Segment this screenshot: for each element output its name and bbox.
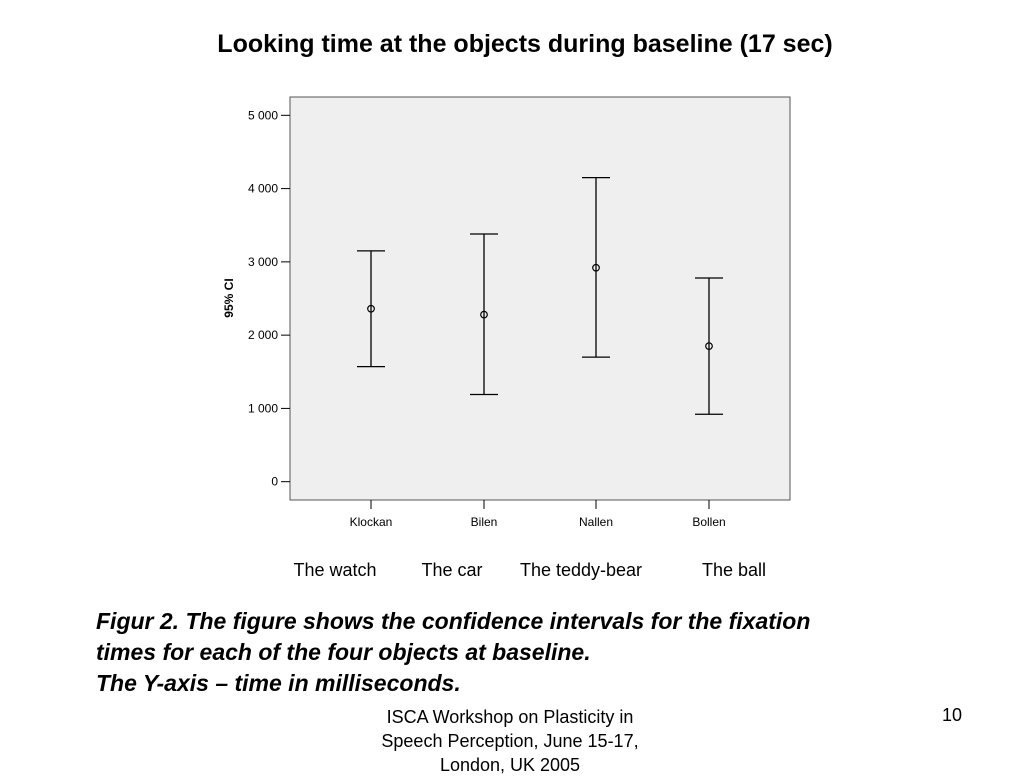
footer-line: Speech Perception, June 15-17, (381, 731, 639, 751)
category-label-watch: The watch (293, 560, 377, 580)
mean-marker (367, 304, 375, 313)
caption-line: The Y-axis – time in milliseconds. (96, 670, 461, 696)
x-tick-label: Nallen (579, 515, 613, 529)
category-label-teddy-bear: The teddy-bear (519, 560, 643, 580)
caption-line: times for each of the four objects at ba… (96, 639, 591, 665)
y-tick-label: 3 000 (248, 255, 278, 269)
y-tick-label: 1 000 (248, 401, 278, 415)
y-tick-label: 0 (271, 475, 278, 489)
slide-title: Looking time at the objects during basel… (217, 30, 833, 58)
page-number: 10 (941, 705, 962, 725)
y-tick-label: 2 000 (248, 328, 278, 342)
mean-marker (480, 310, 488, 319)
y-axis-title: 95% CI (222, 278, 236, 317)
x-tick-label: Bilen (471, 515, 498, 529)
footer-line: ISCA Workshop on Plasticity in (386, 707, 634, 727)
footer-line: London, UK 2005 (439, 755, 581, 775)
plot-area (289, 96, 791, 501)
caption-line: Figur 2. The figure shows the confidence… (96, 608, 811, 634)
x-tick-label: Bollen (692, 515, 725, 529)
mean-marker (705, 342, 713, 351)
category-label-ball: The ball (701, 560, 767, 580)
figure-caption: Figur 2. The figure shows the confidence… (96, 606, 926, 699)
footer-text: ISCA Workshop on Plasticity in Speech Pe… (345, 705, 675, 777)
x-tick-label: Klockan (350, 515, 393, 529)
category-label-car: The car (421, 560, 483, 580)
y-tick-label: 4 000 (248, 182, 278, 196)
y-tick-label: 5 000 (248, 108, 278, 122)
mean-marker (592, 263, 600, 272)
